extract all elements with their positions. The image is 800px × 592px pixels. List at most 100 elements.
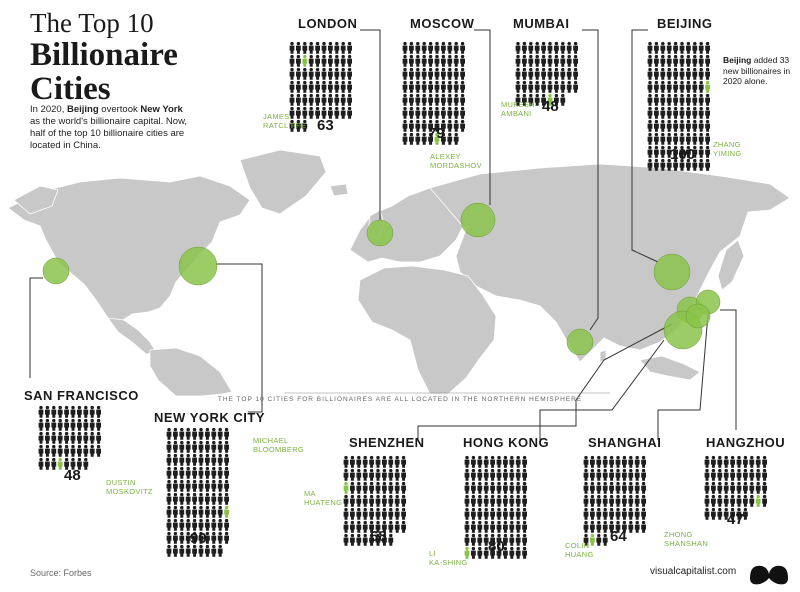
person-icon [534, 93, 540, 106]
person-icon [596, 507, 602, 520]
person-icon [654, 158, 659, 171]
person-icon [421, 54, 427, 67]
person-icon [369, 468, 374, 481]
person-icon [441, 106, 446, 119]
person-icon [447, 93, 453, 106]
richest-person-name-line: ZHANG [713, 140, 741, 149]
person-icon [166, 505, 172, 518]
person-icon [83, 405, 89, 418]
person-icon [477, 533, 483, 546]
person-icon [453, 54, 459, 67]
person-icon [447, 80, 453, 93]
billionaire-icon-grid [583, 455, 646, 546]
person-icon [522, 54, 527, 67]
person-icon [622, 468, 627, 481]
person-icon [57, 431, 63, 444]
person-icon [622, 507, 627, 520]
person-icon [602, 533, 608, 546]
person-icon [362, 468, 368, 481]
person-icon [350, 520, 355, 533]
person-icon [509, 468, 515, 481]
person-icon [57, 405, 63, 418]
person-icon [609, 520, 614, 533]
person-icon [660, 93, 666, 106]
person-icon [198, 479, 204, 492]
person-icon [503, 468, 508, 481]
person-icon [515, 507, 521, 520]
person-icon [654, 145, 659, 158]
person-icon [375, 533, 381, 546]
person-icon [692, 67, 698, 80]
person-icon [464, 481, 470, 494]
richest-person-name-line: HUANG [565, 550, 594, 559]
richest-person-name-line: ALEXEY [430, 152, 461, 161]
person-icon [705, 41, 710, 54]
person-icon [583, 533, 589, 546]
person-icon [224, 479, 229, 492]
person-icon [362, 494, 368, 507]
person-icon [541, 67, 546, 80]
southeast-asia-islands [639, 355, 701, 381]
billionaire-count: 100 [670, 146, 696, 163]
richest-person-icon [434, 132, 440, 145]
person-icon [192, 492, 197, 505]
person-icon [641, 481, 646, 494]
person-icon [692, 93, 698, 106]
beijing-note-bold: Beijing [723, 55, 752, 65]
connector-line [417, 323, 673, 440]
richest-person-name-line: RATCLIFFE [263, 121, 306, 130]
person-icon [554, 54, 559, 67]
person-icon [343, 455, 349, 468]
person-icon [705, 54, 710, 67]
person-icon [698, 67, 704, 80]
person-icon [434, 80, 440, 93]
person-icon [590, 455, 595, 468]
person-icon [464, 468, 470, 481]
person-icon [328, 80, 333, 93]
person-icon [686, 158, 691, 171]
person-icon [382, 533, 387, 546]
person-icon [179, 531, 185, 544]
person-icon [522, 507, 527, 520]
person-icon [173, 492, 178, 505]
person-icon [560, 67, 566, 80]
person-icon [83, 431, 89, 444]
person-icon [723, 494, 729, 507]
person-icon [509, 533, 515, 546]
person-icon [509, 455, 515, 468]
person-icon [185, 544, 191, 557]
person-icon [679, 41, 685, 54]
person-icon [315, 54, 320, 67]
person-icon [321, 67, 327, 80]
person-icon [590, 481, 595, 494]
person-icon [749, 494, 755, 507]
richest-person-icon [302, 54, 308, 67]
person-icon [641, 520, 646, 533]
person-icon [308, 106, 314, 119]
person-icon [590, 494, 595, 507]
person-icon [415, 119, 421, 132]
person-icon [705, 145, 710, 158]
person-icon [673, 132, 678, 145]
person-icon [673, 54, 678, 67]
person-icon [179, 453, 185, 466]
person-icon [704, 468, 710, 481]
person-icon [340, 67, 346, 80]
person-icon [566, 67, 572, 80]
person-icon [522, 533, 527, 546]
person-icon [522, 41, 527, 54]
person-icon [723, 468, 729, 481]
person-icon [340, 106, 346, 119]
person-icon [362, 520, 368, 533]
person-icon [45, 457, 50, 470]
person-icon [692, 80, 698, 93]
person-icon [296, 119, 301, 132]
person-icon [205, 440, 210, 453]
person-icon [673, 106, 678, 119]
person-icon [554, 93, 559, 106]
person-icon [490, 494, 495, 507]
person-icon [647, 158, 653, 171]
person-icon [522, 468, 527, 481]
person-icon [38, 405, 44, 418]
person-icon [477, 494, 483, 507]
